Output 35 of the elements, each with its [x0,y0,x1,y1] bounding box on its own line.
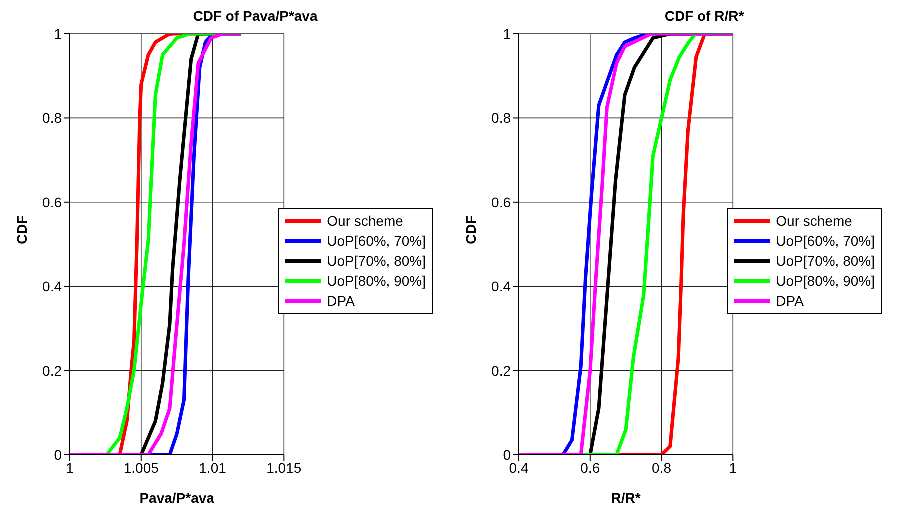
x-tick-label: 1 [66,460,74,476]
x-tick-label: 1.015 [266,460,302,476]
y-tick-label: 1 [503,26,512,42]
x-axis-title: R/R* [611,490,642,506]
chart-title: CDF of Pava/P*ava [192,8,319,24]
legend-label: DPA [776,292,804,310]
chart-title: CDF of R/R* [664,8,746,24]
legend-label: DPA [327,292,355,310]
legend-label: UoP[80%, 90%] [327,272,426,290]
legend-label: UoP[60%, 70%] [327,232,426,250]
x-tick-label: 0.6 [580,460,600,476]
x-tick-label: 1 [729,460,738,476]
y-tick-label: 0.4 [42,278,62,295]
y-tick-label: 0.4 [492,278,512,295]
x-tick-label: 1.005 [124,460,160,476]
x-tick-label: 1.01 [199,460,227,476]
y-tick-label: 0.6 [42,194,62,210]
y-tick-label: 0.8 [42,110,62,126]
y-tick-label: 0.2 [492,362,512,379]
legend-label: UoP[60%, 70%] [776,232,875,250]
y-tick-label: 0.6 [492,194,512,210]
legend-label: Our scheme [327,212,404,230]
y-tick-label: 0.2 [42,362,62,379]
legend-label: Our scheme [776,212,852,230]
y-tick-label: 1 [54,26,62,42]
y-tick-label: 0 [54,446,62,463]
legend-label: UoP[80%, 90%] [776,272,875,290]
y-axis-title: CDF [14,215,30,244]
y-tick-label: 0 [503,446,512,463]
y-axis-title: CDF [462,215,479,244]
legend-label: UoP[70%, 80%] [776,252,875,270]
x-axis-title: Pava/P*ava [140,490,215,506]
y-tick-label: 0.8 [492,110,512,126]
legend-label: UoP[70%, 80%] [327,252,426,270]
x-tick-label: 0.8 [652,460,672,476]
